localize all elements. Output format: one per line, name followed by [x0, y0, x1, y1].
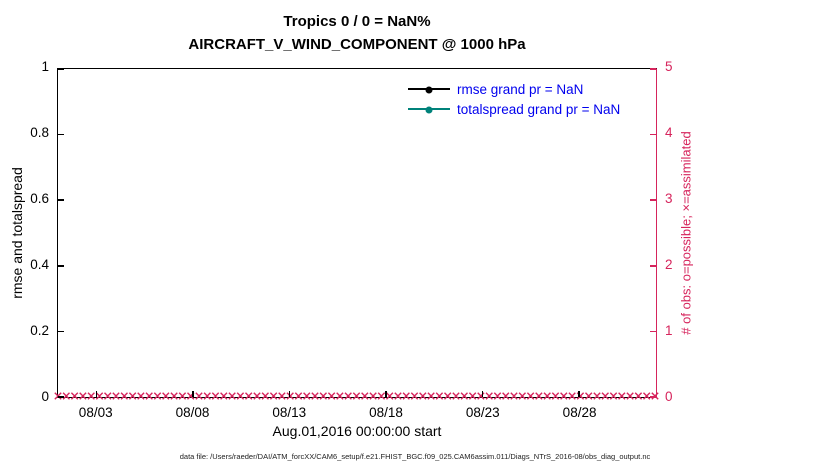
- y-right-tick-label: 5: [665, 59, 673, 74]
- y-left-tick-mark: [58, 265, 64, 267]
- y-left-tick-label: 0.8: [30, 125, 49, 140]
- y-left-tick-label: 0.4: [30, 257, 49, 272]
- legend: rmse grand pr = NaN totalspread grand pr…: [408, 79, 620, 119]
- x-tick-label: 08/18: [369, 405, 403, 420]
- legend-marker-totalspread: [425, 106, 433, 114]
- x-tick-label: 08/03: [78, 405, 113, 420]
- x-tick-mark: [288, 391, 291, 397]
- chart-title: Tropics 0 / 0 = NaN%: [283, 13, 431, 30]
- y-axis-label-right: # of obs: o=possible; ×=assimilated: [678, 131, 694, 335]
- y-right-tick-mark: [650, 133, 656, 136]
- y-right-tick-mark: [650, 68, 656, 70]
- legend-label-rmse: rmse grand pr = NaN: [457, 81, 584, 97]
- legend-label-totalspread: totalspread grand pr = NaN: [457, 101, 621, 117]
- assimilated-obs-markers: [54, 392, 659, 400]
- x-tick-mark: [385, 391, 387, 397]
- x-tick-mark: [481, 391, 484, 397]
- y-right-tick-mark: [650, 396, 656, 398]
- y-left-tick-mark: [58, 199, 64, 201]
- y-axis-label-left: rmse and totalspread: [9, 167, 25, 299]
- y-right-tick-label: 1: [665, 323, 673, 338]
- plot-area: rmse grand pr = NaN totalspread grand pr…: [54, 68, 659, 400]
- legend-marker-rmse: [425, 86, 433, 94]
- y-left-tick-mark: [58, 68, 64, 70]
- x-tick-label: 08/08: [175, 405, 210, 420]
- y-left-tick-label: 0.2: [30, 323, 49, 338]
- y-left-tick-label: 0.6: [30, 191, 49, 206]
- y-right-tick-label: 2: [665, 257, 673, 272]
- chart-subtitle: AIRCRAFT_V_WIND_COMPONENT @ 1000 hPa: [188, 36, 526, 53]
- y-left-tick-label: 0: [41, 389, 49, 404]
- y-left-tick-mark: [58, 330, 64, 333]
- y-right-tick-label: 3: [665, 191, 673, 206]
- y-left-tick-label: 1: [41, 59, 49, 74]
- legend-item-totalspread: totalspread grand pr = NaN: [408, 99, 620, 119]
- legend-item-rmse: rmse grand pr = NaN: [408, 79, 620, 99]
- x-axis-label: Aug.01,2016 00:00:00 start: [272, 423, 442, 439]
- legend-line-totalspread: [408, 106, 450, 114]
- y-right-tick-mark: [650, 199, 656, 201]
- y-left-tick-mark: [58, 133, 64, 136]
- y-right-tick-label: 4: [665, 125, 673, 140]
- footer-text: data file: /Users/raeder/DAI/ATM_forcXX/…: [179, 452, 651, 461]
- y-left-tick-mark: [58, 396, 64, 398]
- y-right-tick-label: 0: [665, 389, 673, 404]
- x-tick-mark: [578, 391, 580, 397]
- y-right-tick-mark: [650, 330, 656, 333]
- x-tick-label: 08/23: [465, 405, 500, 420]
- x-tick-mark: [95, 391, 98, 397]
- x-tick-label: 08/13: [272, 405, 307, 420]
- y-right-tick-mark: [650, 265, 656, 267]
- x-tick-label: 08/28: [562, 405, 597, 420]
- x-tick-mark: [192, 391, 194, 397]
- legend-line-rmse: [408, 86, 450, 94]
